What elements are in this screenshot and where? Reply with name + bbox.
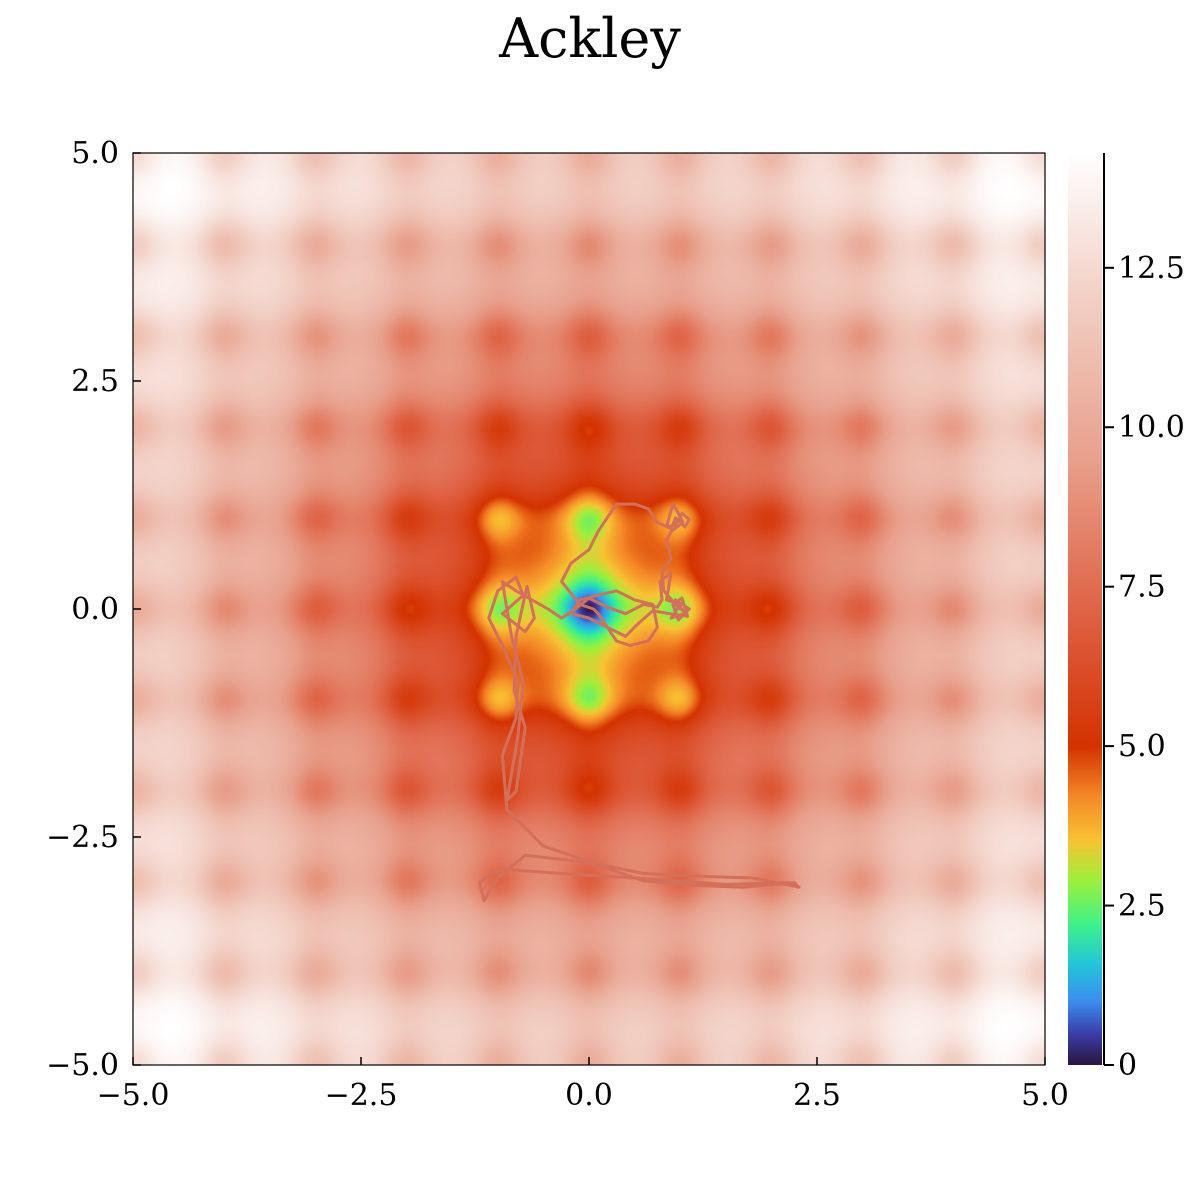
- colorbar-tick-label: 2.5: [1118, 889, 1166, 924]
- y-tick-label: −5.0: [46, 1048, 119, 1083]
- y-tick-label: 5.0: [71, 136, 119, 171]
- colorbar-tick-label: 12.5: [1118, 251, 1185, 286]
- colorbar-tick-label: 5.0: [1118, 729, 1166, 764]
- optimizer-path: [478, 502, 801, 903]
- colorbar-axis: 0 2.5 5.0 7.5 10.0 12.5: [1104, 251, 1185, 1083]
- x-tick-label: 0.0: [565, 1078, 613, 1113]
- x-tick-label: −2.5: [325, 1078, 398, 1113]
- colorbar-tick-label: 0: [1118, 1048, 1137, 1083]
- x-tick-label: 2.5: [793, 1078, 841, 1113]
- x-tick-label: 5.0: [1021, 1078, 1069, 1113]
- y-tick-label: −2.5: [46, 820, 119, 855]
- colorbar: [1068, 153, 1102, 1065]
- y-tick-label: 2.5: [71, 364, 119, 399]
- y-tick-label: 0.0: [71, 592, 119, 627]
- colorbar-tick-label: 7.5: [1118, 570, 1166, 605]
- chart-title: Ackley: [498, 7, 681, 70]
- y-axis: −5.0 −2.5 0.0 2.5 5.0: [46, 136, 141, 1083]
- x-tick-label: −5.0: [97, 1078, 170, 1113]
- x-axis: −5.0 −2.5 0.0 2.5 5.0: [97, 1057, 1069, 1113]
- optimizer-path-layer: [478, 502, 801, 903]
- colorbar-tick-label: 10.0: [1118, 410, 1185, 445]
